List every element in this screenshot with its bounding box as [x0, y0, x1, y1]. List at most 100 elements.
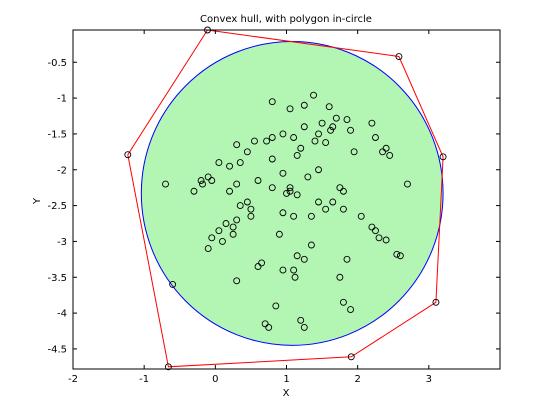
data-point	[332, 114, 340, 122]
data-point	[229, 223, 237, 231]
data-point	[233, 216, 241, 224]
data-point	[329, 123, 337, 131]
data-point	[268, 134, 276, 141]
data-point	[325, 103, 333, 111]
data-point	[375, 234, 383, 242]
plot-area: -2 -1 0 1 2 3 -0.5 -1 -1.5 -2 -2.5 -3 -3.5 -4 -4.5	[47, 26, 501, 385]
data-point	[279, 130, 287, 138]
data-point	[297, 316, 305, 324]
data-point	[300, 101, 308, 109]
data-point	[336, 273, 344, 281]
data-point	[307, 241, 315, 249]
data-point	[347, 126, 354, 134]
hull-vertex-marker	[124, 151, 132, 159]
data-point	[372, 227, 379, 235]
data-point	[215, 159, 223, 167]
data-point	[263, 137, 271, 145]
x-axis-label: X	[283, 388, 290, 399]
data-point	[286, 187, 294, 195]
x-tick-label: -1	[139, 374, 149, 385]
data-point	[204, 245, 212, 253]
data-point	[199, 180, 206, 188]
data-point	[254, 177, 262, 184]
data-point	[368, 119, 376, 127]
data-point	[283, 189, 290, 197]
data-point	[322, 139, 330, 146]
data-point	[268, 184, 276, 192]
data-point	[233, 141, 241, 149]
data-point	[279, 266, 287, 274]
y-tick-label: -4.5	[47, 344, 67, 355]
data-point	[357, 212, 365, 220]
data-point	[251, 137, 258, 145]
data-point	[297, 144, 305, 152]
data-point	[293, 252, 301, 260]
data-point	[204, 173, 212, 181]
data-point	[404, 180, 411, 188]
data-point	[162, 180, 169, 188]
data-point	[226, 162, 234, 170]
data-point	[236, 202, 244, 210]
data-point	[300, 123, 308, 131]
y-tick-label: -4	[57, 309, 67, 320]
data-point	[307, 212, 315, 220]
x-tick-label: 3	[426, 374, 432, 385]
data-point	[315, 166, 322, 174]
data-point	[215, 227, 223, 235]
data-point	[329, 198, 337, 206]
chart-title: Convex hull, with polygon in-circle	[200, 14, 372, 25]
hull-vertex-marker	[164, 363, 172, 371]
data-point	[310, 91, 317, 99]
data-point	[197, 177, 205, 184]
data-point	[300, 323, 308, 331]
data-point	[293, 191, 301, 199]
data-point	[343, 255, 351, 263]
data-point	[286, 105, 294, 113]
data-point	[254, 263, 262, 270]
hull-vertex-marker	[439, 153, 447, 161]
data-point	[258, 259, 266, 267]
data-point	[327, 126, 335, 134]
data-point	[322, 205, 330, 213]
data-point	[336, 184, 344, 192]
y-tick-label: -2	[57, 165, 67, 176]
data-point	[272, 302, 280, 310]
data-point	[233, 277, 241, 285]
data-point	[339, 205, 347, 213]
data-point	[268, 155, 276, 163]
hull-polygon	[127, 29, 444, 368]
data-point	[233, 180, 241, 188]
y-tick-label: -1	[57, 94, 67, 105]
data-point	[339, 298, 347, 306]
data-point	[386, 151, 394, 159]
y-tick-label: -3	[57, 237, 67, 248]
data-point	[372, 134, 379, 141]
hull-vertex-marker	[347, 353, 355, 361]
data-point	[247, 205, 255, 213]
y-tick-label: -1.5	[47, 129, 67, 140]
data-point	[368, 223, 376, 231]
data-point	[393, 250, 401, 258]
hull-vertex-marker	[432, 298, 440, 306]
x-tick-label: -2	[68, 374, 78, 385]
data-point	[169, 280, 177, 288]
y-tick-label: -0.5	[47, 58, 67, 69]
data-point	[311, 137, 319, 145]
data-point	[290, 212, 298, 220]
y-tick-label: -3.5	[47, 273, 67, 284]
hull-vertex-marker	[395, 53, 403, 60]
y-axis-label: Y	[32, 197, 43, 205]
data-point	[318, 119, 326, 127]
data-point	[315, 130, 322, 138]
data-point	[350, 148, 358, 156]
x-tick-label: 0	[212, 374, 218, 385]
data-point	[379, 148, 387, 156]
data-point	[229, 230, 237, 238]
data-point	[347, 306, 354, 313]
data-point	[286, 184, 294, 192]
data-point	[208, 234, 216, 242]
data-point	[382, 236, 390, 244]
data-point	[396, 252, 404, 260]
